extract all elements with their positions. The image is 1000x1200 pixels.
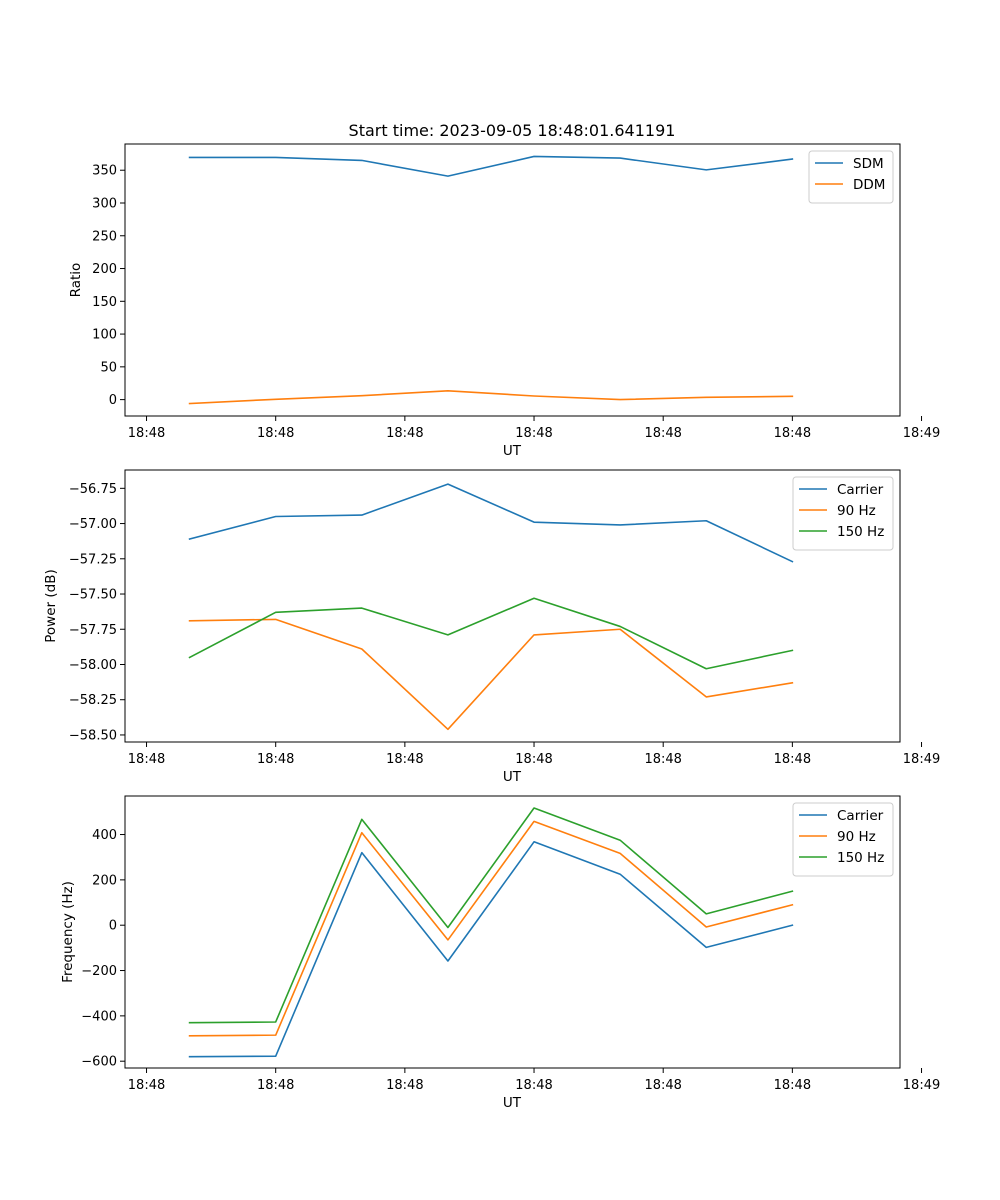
x-tick-label: 18:48: [774, 1078, 811, 1093]
y-tick-label: −58.25: [69, 693, 117, 708]
series-line-sdm: [188, 155, 794, 177]
y-axis-label: Frequency (Hz): [60, 881, 76, 983]
x-axis-label: UT: [503, 769, 522, 785]
x-tick-label: 18:48: [774, 426, 811, 441]
series-line-90-hz: [188, 820, 794, 1037]
y-tick-label: 350: [92, 164, 117, 179]
y-tick-label: −600: [81, 1055, 117, 1070]
plots-container: 18:48 18:48 18:48 18:48 18:48 18:48 18:49 0 50 10…: [43, 143, 940, 1111]
x-tick-label: 18:48: [774, 752, 811, 767]
axes-frame: [124, 469, 901, 743]
y-tick-label: 0: [109, 919, 117, 934]
x-tick-label: 18:48: [257, 752, 294, 767]
y-tick-label: 150: [92, 295, 117, 310]
y-tick-label: −57.75: [69, 623, 117, 638]
x-tick-label: 18:48: [128, 1078, 165, 1093]
x-tick-label: 18:48: [128, 426, 165, 441]
y-tick-label: −57.25: [69, 552, 117, 567]
legend-label: DDM: [853, 177, 885, 193]
y-tick-label: 200: [92, 873, 117, 888]
series-line-90-hz: [188, 618, 794, 731]
axes-frame: [124, 795, 901, 1069]
x-axis-label: UT: [503, 443, 522, 459]
y-tick-label: 0: [109, 393, 117, 408]
x-tick-label: 18:49: [903, 752, 940, 767]
series-line-carrier: [188, 840, 794, 1058]
subplot-1: 18:48 18:48 18:48 18:48 18:48 18:48 18:49 0 50 10…: [68, 143, 940, 459]
series-line-150-hz: [188, 597, 794, 670]
x-tick-label: 18:48: [644, 426, 681, 441]
legend-label: 90 Hz: [837, 503, 876, 519]
axes-frame: [124, 143, 901, 417]
x-tick-label: 18:48: [515, 1078, 552, 1093]
y-tick-label: 300: [92, 196, 117, 211]
y-tick-label: −200: [81, 964, 117, 979]
subplot-3: 18:48 18:48 18:48 18:48 18:48 18:48 18:49 −600 −…: [60, 795, 940, 1111]
y-tick-label: −58.00: [69, 658, 117, 673]
y-tick-label: 200: [92, 262, 117, 277]
x-tick-label: 18:48: [386, 1078, 423, 1093]
legend: SDM DDM: [808, 150, 894, 204]
legend-label: Carrier: [837, 482, 884, 498]
legend-label: 90 Hz: [837, 829, 876, 845]
x-tick-label: 18:48: [515, 426, 552, 441]
y-tick-label: −57.50: [69, 588, 117, 603]
legend: Carrier 90 Hz 150 Hz: [792, 476, 894, 551]
y-axis-label: Ratio: [68, 263, 84, 298]
x-tick-label: 18:48: [644, 752, 681, 767]
series-line-ddm: [188, 389, 794, 405]
x-tick-label: 18:49: [903, 1078, 940, 1093]
y-tick-label: −58.50: [69, 728, 117, 743]
x-tick-label: 18:48: [386, 752, 423, 767]
legend-label: 150 Hz: [837, 850, 884, 866]
x-axis-label: UT: [503, 1095, 522, 1111]
series-line-carrier: [188, 483, 794, 563]
legend-box: [808, 150, 894, 204]
y-tick-label: −57.00: [69, 517, 117, 532]
y-tick-label: 100: [92, 328, 117, 343]
x-tick-label: 18:48: [257, 426, 294, 441]
legend-label: Carrier: [837, 808, 884, 824]
x-tick-label: 18:48: [515, 752, 552, 767]
x-tick-label: 18:49: [903, 426, 940, 441]
y-tick-label: −400: [81, 1009, 117, 1024]
y-tick-label: 250: [92, 229, 117, 244]
y-tick-label: 50: [100, 360, 117, 375]
series-line-150-hz: [188, 807, 794, 1024]
x-tick-label: 18:48: [386, 426, 423, 441]
legend-label: SDM: [853, 156, 884, 172]
y-axis-label: Power (dB): [43, 569, 59, 642]
subplot-2: 18:48 18:48 18:48 18:48 18:48 18:48 18:49 −56.7…: [43, 469, 940, 785]
x-tick-label: 18:48: [128, 752, 165, 767]
y-tick-label: −56.75: [69, 482, 117, 497]
figure-title: Start time: 2023-09-05 18:48:01.641191: [349, 121, 676, 140]
legend: Carrier 90 Hz 150 Hz: [792, 802, 894, 877]
legend-label: 150 Hz: [837, 524, 884, 540]
x-tick-label: 18:48: [644, 1078, 681, 1093]
y-tick-label: 400: [92, 828, 117, 843]
x-tick-label: 18:48: [257, 1078, 294, 1093]
